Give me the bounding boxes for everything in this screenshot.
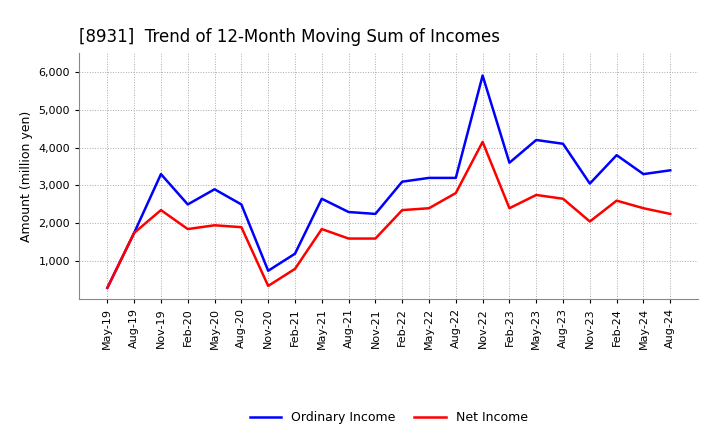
Ordinary Income [478,73,487,78]
Net Income [157,208,166,213]
Ordinary Income [264,268,272,273]
Net Income [291,266,300,271]
Net Income [612,198,621,203]
Ordinary Income [210,187,219,192]
Ordinary Income [532,137,541,143]
Net Income [532,192,541,198]
Net Income [505,205,514,211]
Ordinary Income [451,175,460,180]
Ordinary Income [130,230,138,235]
Legend: Ordinary Income, Net Income: Ordinary Income, Net Income [245,407,533,429]
Net Income [666,211,675,216]
Ordinary Income [639,172,648,177]
Ordinary Income [344,209,353,215]
Ordinary Income [585,181,594,186]
Net Income [639,205,648,211]
Net Income [184,227,192,232]
Line: Net Income: Net Income [107,142,670,288]
Net Income [210,223,219,228]
Text: [8931]  Trend of 12-Month Moving Sum of Incomes: [8931] Trend of 12-Month Moving Sum of I… [79,28,500,46]
Net Income [318,227,326,232]
Net Income [344,236,353,241]
Net Income [103,285,112,290]
Net Income [371,236,379,241]
Ordinary Income [666,168,675,173]
Ordinary Income [237,202,246,207]
Net Income [130,230,138,235]
Net Income [264,283,272,289]
Net Income [559,196,567,202]
Ordinary Income [318,196,326,202]
Ordinary Income [291,251,300,257]
Line: Ordinary Income: Ordinary Income [107,76,670,288]
Y-axis label: Amount (million yen): Amount (million yen) [20,110,33,242]
Net Income [237,224,246,230]
Net Income [451,191,460,196]
Ordinary Income [103,285,112,290]
Net Income [478,139,487,144]
Ordinary Income [559,141,567,147]
Ordinary Income [425,175,433,180]
Net Income [585,219,594,224]
Ordinary Income [184,202,192,207]
Ordinary Income [398,179,407,184]
Ordinary Income [612,153,621,158]
Ordinary Income [505,160,514,165]
Ordinary Income [157,172,166,177]
Net Income [425,205,433,211]
Ordinary Income [371,211,379,216]
Net Income [398,208,407,213]
